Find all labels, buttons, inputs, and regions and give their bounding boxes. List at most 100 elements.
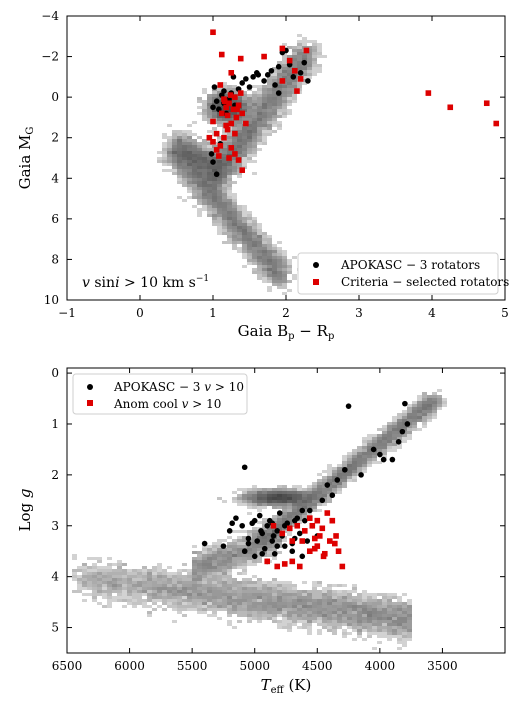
data-point-circle: [301, 59, 308, 66]
density-bin: [182, 575, 187, 578]
density-bin: [257, 605, 262, 608]
data-point-square: [425, 90, 432, 96]
density-bin: [327, 497, 332, 500]
density-bin: [252, 575, 257, 578]
density-bin: [262, 94, 267, 97]
data-point-square: [279, 78, 286, 84]
density-bin: [332, 482, 337, 485]
density-bin: [227, 587, 232, 590]
density-bin: [377, 626, 382, 629]
density-bin: [372, 626, 377, 629]
density-bin: [122, 578, 127, 581]
density-bin: [222, 184, 227, 187]
density-bin: [247, 584, 252, 587]
density-bin: [297, 64, 302, 67]
density-bin: [222, 208, 227, 211]
density-bin: [187, 151, 192, 154]
density-bin: [92, 581, 97, 584]
density-bin: [387, 638, 392, 641]
density-bin: [122, 572, 127, 575]
density-bin: [262, 587, 267, 590]
density-bin: [367, 440, 372, 443]
density-bin: [92, 593, 97, 596]
density-bin: [187, 154, 192, 157]
density-bin: [212, 208, 217, 211]
density-bin: [147, 605, 152, 608]
density-bin: [312, 73, 317, 76]
density-bin: [202, 596, 207, 599]
density-bin: [217, 617, 222, 620]
density-bin: [212, 91, 217, 94]
density-bin: [337, 605, 342, 608]
density-bin: [132, 584, 137, 587]
data-point-square: [232, 94, 238, 100]
density-bin: [212, 545, 217, 548]
density-bin: [307, 503, 312, 506]
density-bin: [257, 608, 262, 611]
density-bin: [262, 500, 267, 503]
density-bin: [357, 623, 362, 626]
density-bin: [147, 599, 152, 602]
density-bin: [332, 614, 337, 617]
density-bin: [217, 608, 222, 611]
density-bin: [272, 617, 277, 620]
density-bin: [207, 94, 212, 97]
density-bin: [397, 416, 402, 419]
density-bin: [182, 139, 187, 142]
density-bin: [172, 166, 177, 169]
density-bin: [187, 187, 192, 190]
density-bin: [202, 184, 207, 187]
density-bin: [187, 578, 192, 581]
data-point-circle: [290, 74, 297, 80]
density-bin: [187, 605, 192, 608]
density-bin: [222, 500, 227, 503]
density-bin: [262, 244, 267, 247]
density-bin: [287, 85, 292, 88]
density-bin: [227, 184, 232, 187]
density-bin: [282, 97, 287, 100]
density-bin: [202, 611, 207, 614]
density-bin: [92, 569, 97, 572]
density-bin: [217, 232, 222, 235]
density-bin: [152, 593, 157, 596]
density-bin: [337, 590, 342, 593]
density-bin: [372, 608, 377, 611]
data-point-circle: [304, 538, 311, 544]
density-bin: [287, 494, 292, 497]
density-bin: [302, 37, 307, 40]
density-bin: [202, 602, 207, 605]
density-bin: [257, 130, 262, 133]
density-bin: [267, 584, 272, 587]
density-bin: [342, 617, 347, 620]
density-bin: [397, 428, 402, 431]
density-bin: [262, 124, 267, 127]
density-bin: [397, 602, 402, 605]
density-bin: [312, 55, 317, 58]
density-bin: [372, 605, 377, 608]
density-bin: [182, 145, 187, 148]
density-bin: [242, 590, 247, 593]
density-bin: [232, 100, 237, 103]
density-bin: [277, 491, 282, 494]
density-bin: [217, 542, 222, 545]
density-bin: [192, 142, 197, 145]
density-bin: [407, 413, 412, 416]
density-bin: [242, 602, 247, 605]
density-bin: [292, 587, 297, 590]
density-bin: [77, 590, 82, 593]
density-bin: [202, 581, 207, 584]
density-bin: [222, 181, 227, 184]
density-bin: [267, 277, 272, 280]
density-bin: [382, 617, 387, 620]
density-bin: [222, 560, 227, 563]
density-bin: [237, 118, 242, 121]
density-bin: [272, 244, 277, 247]
density-bin: [252, 127, 257, 130]
density-bin: [252, 250, 257, 253]
density-bin: [267, 109, 272, 112]
density-bin: [312, 611, 317, 614]
density-bin: [217, 548, 222, 551]
density-bin: [247, 253, 252, 256]
density-bin: [202, 578, 207, 581]
